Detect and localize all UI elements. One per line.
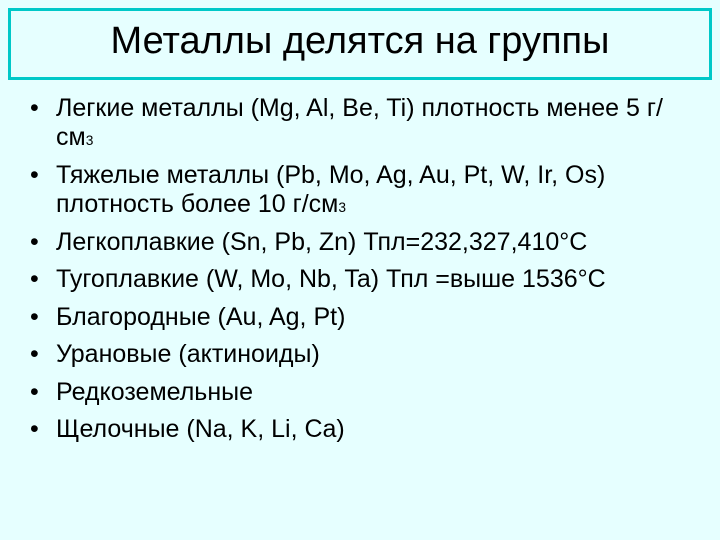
title-container: Металлы делятся на группы [8, 8, 712, 80]
list-item: Легкие металлы (Mg, Al, Be, Ti) плотност… [20, 94, 700, 153]
bullet-text: Тяжелые металлы (Pb, Mo, Ag, Au, Pt, W, … [56, 161, 605, 219]
slide-title: Металлы делятся на группы [23, 21, 697, 63]
bullet-text: Благородные (Au, Ag, Pt) [56, 303, 345, 331]
bullet-list: Легкие металлы (Mg, Al, Be, Ti) плотност… [20, 94, 700, 445]
bullet-text: Легкие металлы (Mg, Al, Be, Ti) плотност… [56, 94, 663, 152]
list-item: Тугоплавкие (W, Mo, Nb, Ta) Тпл =выше 15… [20, 265, 700, 295]
bullet-sup: 3 [338, 200, 346, 215]
list-item: Легкоплавкие (Sn, Pb, Zn) Тпл=232,327,41… [20, 228, 700, 258]
bullet-text: Урановые (актиноиды) [56, 340, 320, 368]
bullet-text: Тугоплавкие (W, Mo, Nb, Ta) Тпл =выше 15… [56, 265, 606, 293]
bullet-text: Щелочные (Na, K, Li, Ca) [56, 415, 345, 443]
bullet-sup: 3 [86, 133, 94, 148]
bullet-text: Легкоплавкие (Sn, Pb, Zn) Тпл=232,327,41… [56, 228, 587, 256]
bullet-text: Редкоземельные [56, 378, 253, 406]
slide-body: Легкие металлы (Mg, Al, Be, Ti) плотност… [0, 88, 720, 540]
slide: Металлы делятся на группы Легкие металлы… [0, 0, 720, 540]
list-item: Тяжелые металлы (Pb, Mo, Ag, Au, Pt, W, … [20, 161, 700, 220]
list-item: Щелочные (Na, K, Li, Ca) [20, 415, 700, 445]
list-item: Урановые (актиноиды) [20, 340, 700, 370]
list-item: Благородные (Au, Ag, Pt) [20, 303, 700, 333]
list-item: Редкоземельные [20, 378, 700, 408]
